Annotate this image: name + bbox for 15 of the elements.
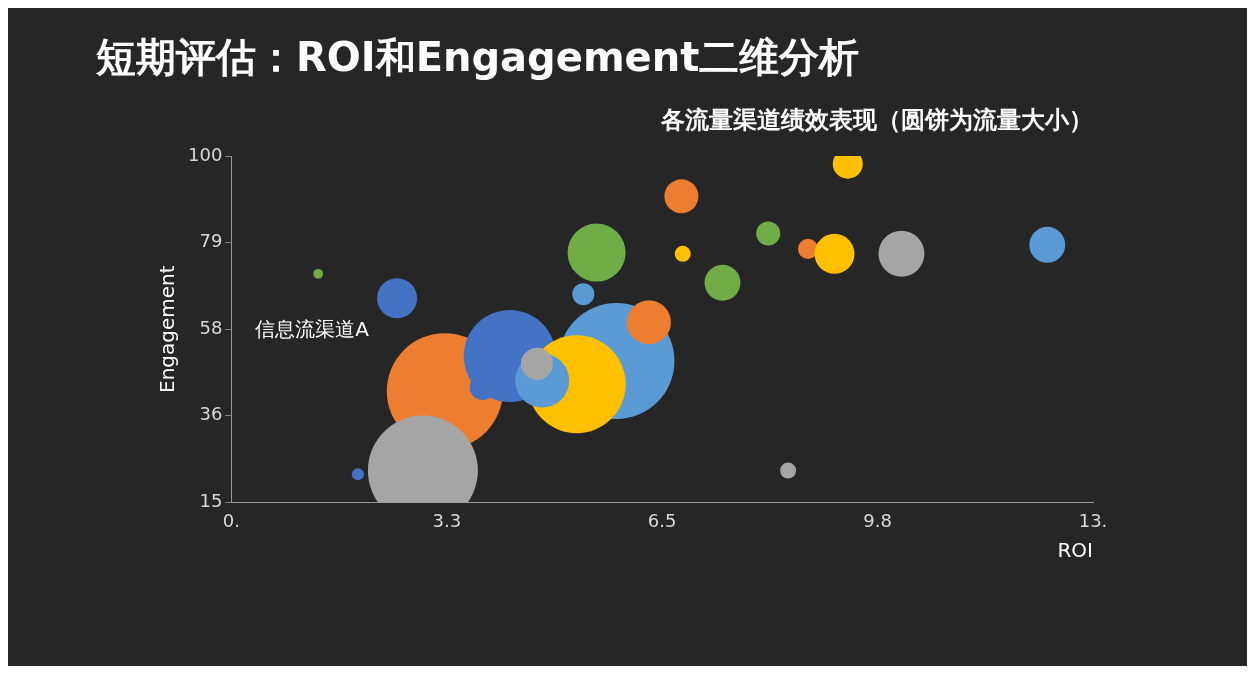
x-tick-label: 0. (222, 509, 240, 531)
annotation: 信息流渠道A (255, 317, 370, 342)
y-tick-label: 58 (199, 316, 223, 338)
x-axis-title: ROI (1057, 538, 1093, 563)
y-tick-label: 79 (199, 230, 223, 252)
chart-title: 短期评估：ROI和Engagement二维分析 (96, 33, 860, 82)
chart-subtitle: 各流量渠道绩效表现（圆饼为流量大小） (660, 105, 1093, 134)
y-axis-title: Engagement (155, 265, 180, 393)
x-tick-label: 13. (1078, 509, 1108, 531)
x-tick-label: 3.3 (432, 509, 462, 531)
x-tick-label: 9.8 (863, 509, 892, 531)
x-tick-label: 6.5 (647, 509, 677, 531)
y-tick-label: 36 (199, 403, 223, 425)
y-tick-label: 15 (199, 490, 223, 512)
y-tick-label: 100 (188, 143, 223, 165)
